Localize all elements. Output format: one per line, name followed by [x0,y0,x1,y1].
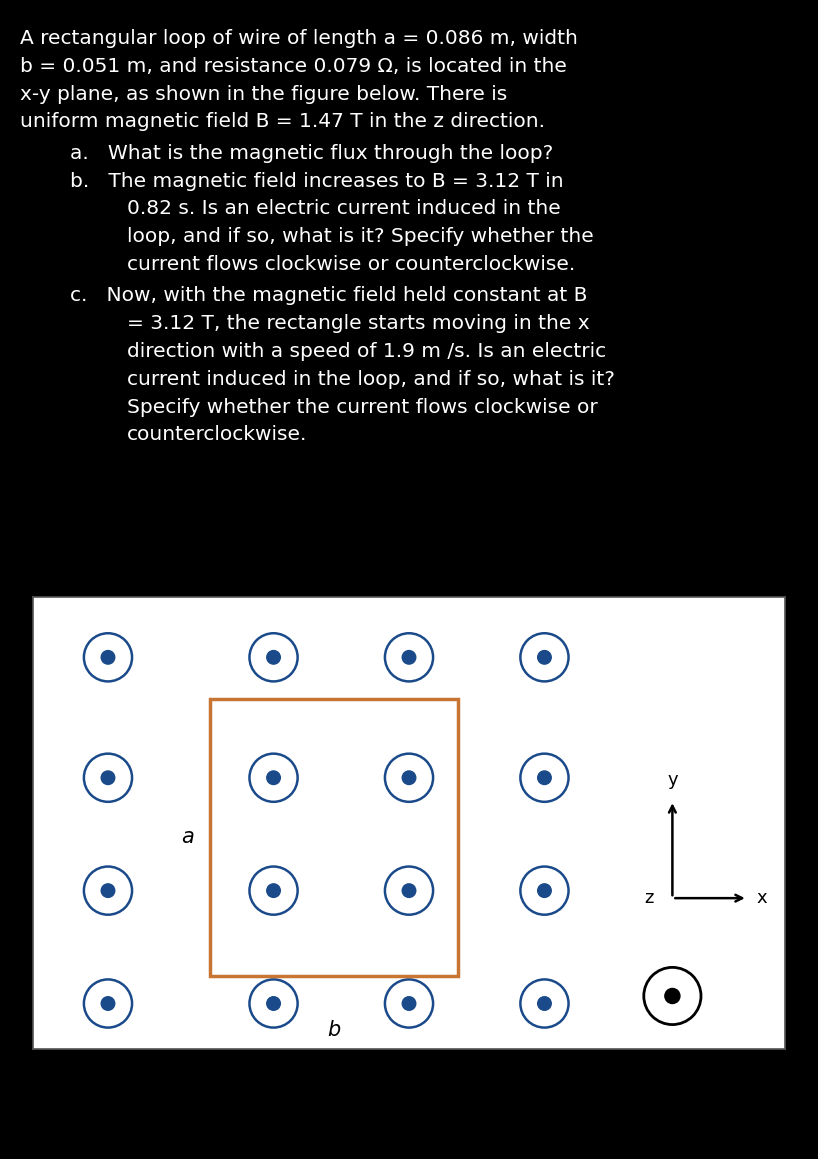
Text: $a$: $a$ [181,828,195,847]
Text: = 3.12 T, the rectangle starts moving in the x: = 3.12 T, the rectangle starts moving in… [127,314,590,333]
Text: b = 0.051 m, and resistance 0.079 Ω, is located in the: b = 0.051 m, and resistance 0.079 Ω, is … [20,57,568,75]
Text: counterclockwise.: counterclockwise. [127,425,308,444]
Circle shape [537,997,551,1011]
Text: x-y plane, as shown in the figure below. There is: x-y plane, as shown in the figure below.… [20,85,508,103]
Text: a.   What is the magnetic flux through the loop?: a. What is the magnetic flux through the… [70,144,553,162]
Circle shape [267,650,281,664]
Text: c.   Now, with the magnetic field held constant at B: c. Now, with the magnetic field held con… [70,286,587,305]
Circle shape [101,650,115,664]
Circle shape [402,884,416,897]
Circle shape [402,650,416,664]
Text: Specify whether the current flows clockwise or: Specify whether the current flows clockw… [127,398,597,416]
Circle shape [267,771,281,785]
Text: direction with a speed of 1.9 m /s. Is an electric: direction with a speed of 1.9 m /s. Is a… [127,342,606,360]
Circle shape [101,771,115,785]
Circle shape [267,884,281,897]
Circle shape [537,884,551,897]
Text: $b$: $b$ [326,1020,341,1040]
Circle shape [101,884,115,897]
Circle shape [101,997,115,1011]
Circle shape [402,771,416,785]
Circle shape [402,997,416,1011]
Text: z: z [645,889,654,907]
Circle shape [665,989,680,1004]
Text: uniform magnetic field B = 1.47 T in the z direction.: uniform magnetic field B = 1.47 T in the… [20,112,546,131]
Text: 0.82 s. Is an electric current induced in the: 0.82 s. Is an electric current induced i… [127,199,560,218]
Text: current induced in the loop, and if so, what is it?: current induced in the loop, and if so, … [127,370,614,388]
Text: current flows clockwise or counterclockwise.: current flows clockwise or counterclockw… [127,255,575,274]
Circle shape [537,771,551,785]
Text: loop, and if so, what is it? Specify whether the: loop, and if so, what is it? Specify whe… [127,227,594,246]
Circle shape [267,997,281,1011]
Text: x: x [757,889,767,907]
Text: A rectangular loop of wire of length a = 0.086 m, width: A rectangular loop of wire of length a =… [20,29,578,48]
Text: y: y [667,771,677,789]
Bar [209,699,458,976]
Circle shape [537,650,551,664]
Text: b.   The magnetic field increases to B = 3.12 T in: b. The magnetic field increases to B = 3… [70,172,563,190]
